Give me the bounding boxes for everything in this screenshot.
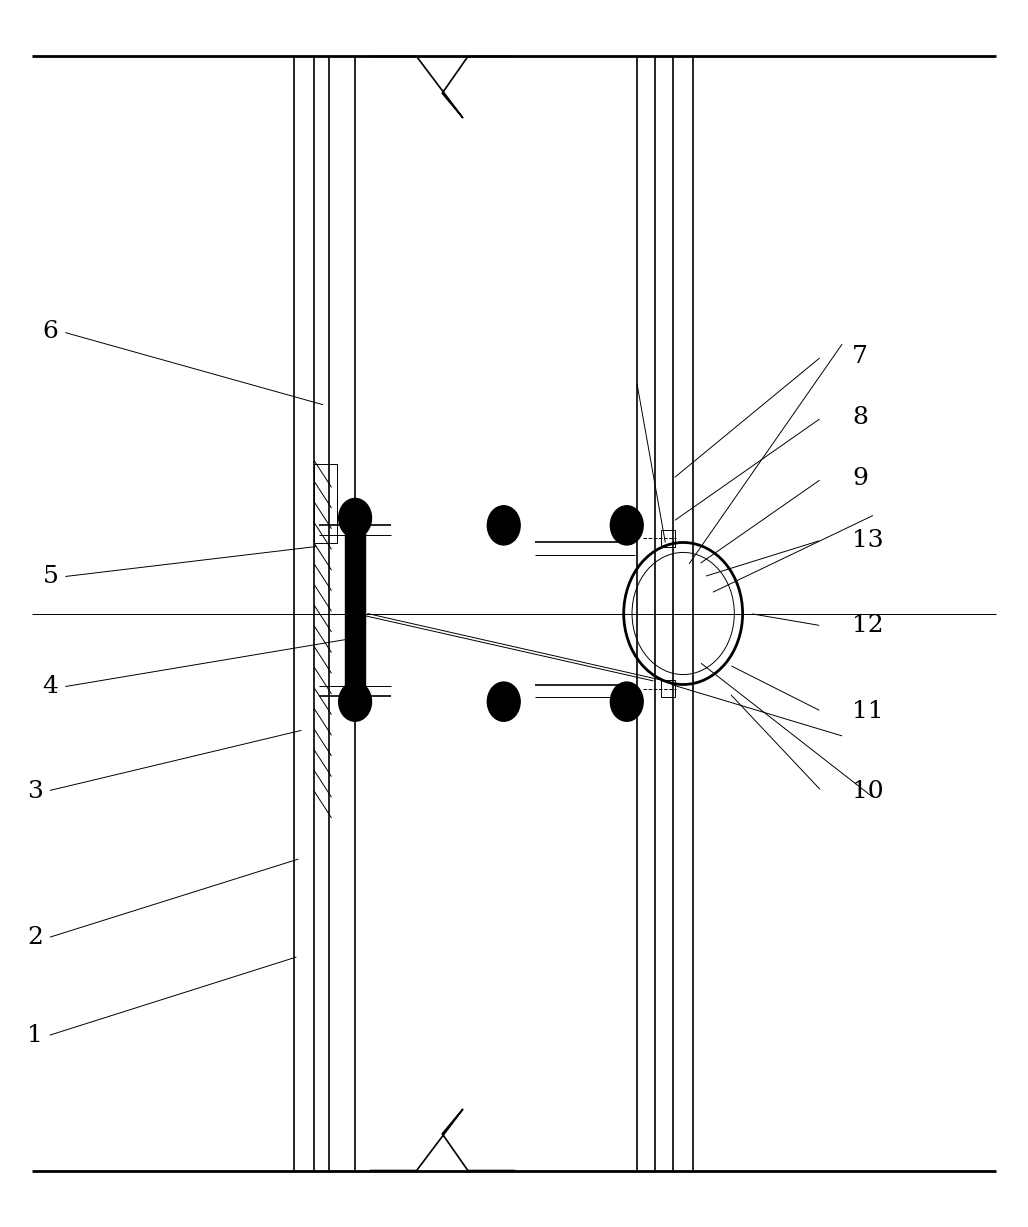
Text: 11: 11 xyxy=(852,699,884,723)
Circle shape xyxy=(338,498,371,537)
Bar xyxy=(661,530,675,547)
Bar xyxy=(315,464,336,544)
Text: 12: 12 xyxy=(852,615,884,637)
Bar xyxy=(661,680,675,697)
Text: 7: 7 xyxy=(852,345,869,368)
Polygon shape xyxy=(344,528,365,693)
Circle shape xyxy=(611,682,644,721)
Text: 13: 13 xyxy=(852,529,884,552)
Circle shape xyxy=(487,506,520,545)
Circle shape xyxy=(611,506,644,545)
Text: 8: 8 xyxy=(852,406,869,429)
Text: 4: 4 xyxy=(42,675,59,698)
Text: 6: 6 xyxy=(42,320,59,344)
Text: 1: 1 xyxy=(27,1025,43,1048)
Text: 10: 10 xyxy=(852,779,884,802)
Circle shape xyxy=(487,682,520,721)
Text: 2: 2 xyxy=(27,926,43,950)
Text: 5: 5 xyxy=(42,566,59,588)
Text: 9: 9 xyxy=(852,467,869,491)
Text: 3: 3 xyxy=(27,779,43,802)
Circle shape xyxy=(338,682,371,721)
